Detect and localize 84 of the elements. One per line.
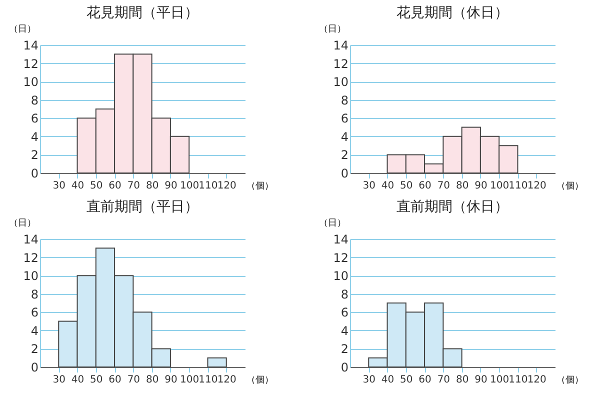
y-tick-label: 10: [333, 269, 348, 284]
x-tick-label: 60: [108, 180, 122, 192]
y-tick-label: 2: [30, 148, 38, 162]
x-axis-title: （個）: [246, 374, 274, 386]
x-tick-label: 80: [146, 374, 159, 386]
x-tick-label: 120: [527, 180, 546, 192]
x-tick-label: 30: [362, 374, 376, 386]
y-tick-label: 4: [340, 324, 348, 338]
chart-title: 直前期間（平日）: [86, 199, 198, 215]
x-tick-label: 90: [164, 180, 178, 192]
y-tick-label: 10: [333, 75, 348, 90]
x-tick-label: 60: [418, 180, 432, 192]
y-tick-label: 0: [340, 360, 348, 374]
y-axis-title: （日）: [319, 218, 346, 228]
y-tick-label: 12: [23, 56, 38, 71]
y-tick-label: 14: [23, 232, 38, 246]
y-tick-label: 8: [30, 93, 38, 108]
x-tick-label: 80: [456, 374, 469, 386]
x-tick-label: 40: [71, 180, 84, 192]
x-tick-label: 90: [474, 180, 488, 192]
y-tick-label: 4: [30, 324, 38, 338]
x-tick-label: 40: [71, 374, 84, 386]
x-tick-label: 40: [381, 374, 394, 386]
y-tick-label: 10: [23, 75, 38, 90]
y-tick-label: 2: [30, 342, 38, 356]
x-tick-label: 40: [381, 180, 394, 192]
x-tick-label: 30: [52, 374, 66, 386]
x-tick-label: 110: [508, 180, 528, 192]
y-tick-label: 14: [333, 38, 348, 52]
y-tick-label: 14: [23, 38, 38, 52]
x-tick-label: 60: [108, 374, 122, 386]
y-axis-title: （日）: [9, 24, 36, 34]
x-tick-label: 80: [456, 180, 469, 192]
y-tick-label: 10: [23, 269, 38, 284]
y-tick-label: 8: [30, 287, 38, 302]
x-tick-label: 50: [400, 180, 413, 192]
y-axis-title: （日）: [319, 24, 346, 34]
x-tick-label: 60: [418, 374, 432, 386]
y-tick-label: 12: [333, 250, 348, 265]
x-tick-label: 120: [217, 180, 236, 192]
y-tick-label: 4: [30, 130, 38, 144]
x-tick-label: 70: [437, 180, 450, 192]
chart-title: 直前期間（休日）: [396, 199, 508, 215]
x-tick-label: 100: [180, 374, 200, 386]
x-axis-title: （個）: [246, 180, 274, 192]
x-tick-label: 50: [90, 374, 103, 386]
y-tick-label: 0: [30, 166, 38, 180]
y-tick-label: 6: [30, 112, 38, 126]
y-tick-label: 2: [340, 148, 348, 162]
x-tick-label: 70: [437, 374, 450, 386]
y-tick-label: 6: [340, 112, 348, 126]
y-tick-label: 6: [30, 306, 38, 320]
x-tick-label: 30: [362, 180, 376, 192]
x-tick-label: 100: [490, 374, 510, 386]
y-tick-label: 12: [333, 56, 348, 71]
x-tick-label: 90: [164, 374, 178, 386]
x-tick-label: 110: [198, 180, 218, 192]
x-axis-title: （個）: [556, 374, 584, 386]
x-tick-label: 100: [180, 180, 200, 192]
y-tick-label: 8: [340, 287, 348, 302]
chart-title: 花見期間（休日）: [396, 5, 508, 21]
x-tick-label: 50: [90, 180, 103, 192]
y-tick-label: 12: [23, 250, 38, 265]
y-tick-label: 0: [340, 166, 348, 180]
x-tick-label: 70: [127, 180, 140, 192]
x-tick-label: 120: [527, 374, 546, 386]
y-tick-label: 0: [30, 360, 38, 374]
x-tick-label: 110: [198, 374, 218, 386]
chart-title: 花見期間（平日）: [86, 5, 198, 21]
x-axis-title: （個）: [556, 180, 584, 192]
x-tick-label: 110: [508, 374, 528, 386]
y-tick-label: 2: [340, 342, 348, 356]
x-tick-label: 30: [52, 180, 66, 192]
y-tick-label: 4: [340, 130, 348, 144]
x-tick-label: 70: [127, 374, 140, 386]
y-tick-label: 8: [340, 93, 348, 108]
y-tick-label: 6: [340, 306, 348, 320]
x-tick-label: 90: [474, 374, 488, 386]
x-tick-label: 120: [217, 374, 236, 386]
y-tick-label: 14: [333, 232, 348, 246]
y-axis-title: （日）: [9, 218, 36, 228]
x-tick-label: 100: [490, 180, 510, 192]
x-tick-label: 80: [146, 180, 159, 192]
x-tick-label: 50: [400, 374, 413, 386]
